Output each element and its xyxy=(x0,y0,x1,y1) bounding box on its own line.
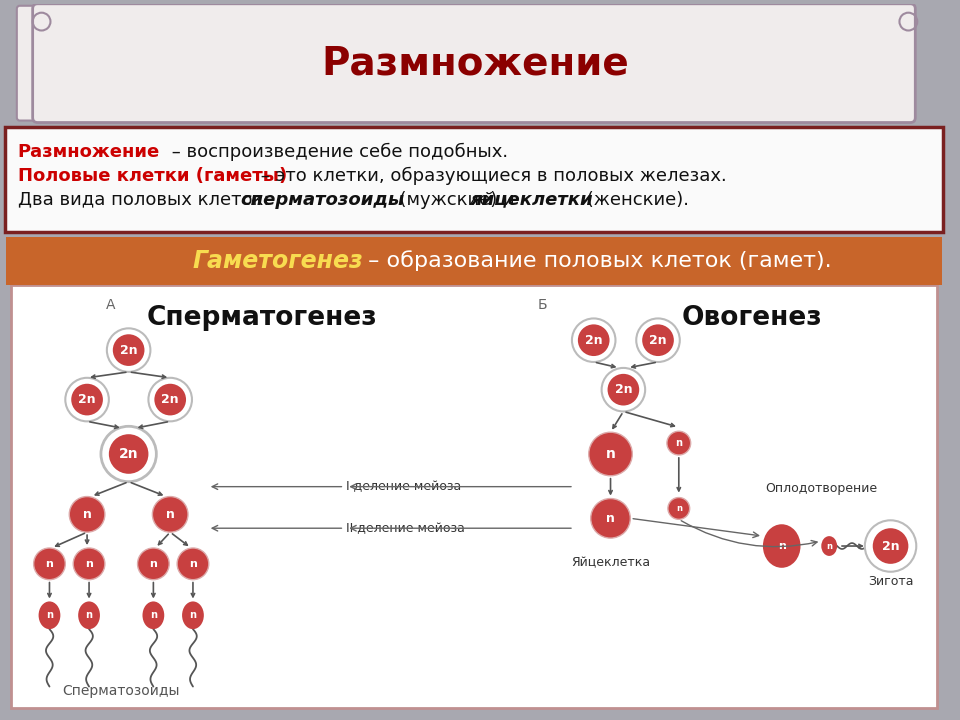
Text: Два вида половых клеток:: Два вида половых клеток: xyxy=(18,191,276,209)
Text: II деление мейоза: II деление мейоза xyxy=(347,522,466,535)
Text: – это клетки, образующиеся в половых железах.: – это клетки, образующиеся в половых жел… xyxy=(255,167,727,185)
Text: n: n xyxy=(83,508,91,521)
Text: n: n xyxy=(150,559,157,569)
Circle shape xyxy=(155,384,186,415)
Text: n: n xyxy=(46,611,53,621)
Text: n: n xyxy=(778,541,785,551)
Text: n: n xyxy=(675,438,683,448)
Circle shape xyxy=(34,548,65,580)
Circle shape xyxy=(667,431,690,455)
Text: 2n: 2n xyxy=(585,333,603,347)
Text: яйцеклетки: яйцеклетки xyxy=(470,191,592,209)
Circle shape xyxy=(873,528,908,564)
Text: Сперматозоиды: Сперматозоиды xyxy=(62,685,180,698)
Text: Оплодотворение: Оплодотворение xyxy=(765,482,877,495)
FancyBboxPatch shape xyxy=(33,4,915,122)
Text: 2n: 2n xyxy=(614,383,633,396)
Text: – воспроизведение себе подобных.: – воспроизведение себе подобных. xyxy=(166,143,509,161)
FancyBboxPatch shape xyxy=(17,6,46,120)
Circle shape xyxy=(578,325,610,356)
Text: Б: Б xyxy=(538,297,547,312)
Circle shape xyxy=(101,426,156,482)
Text: n: n xyxy=(85,611,92,621)
Ellipse shape xyxy=(182,601,204,629)
Circle shape xyxy=(602,368,645,411)
Text: 2n: 2n xyxy=(120,343,137,356)
Text: Размножение: Размножение xyxy=(18,143,160,161)
Circle shape xyxy=(178,548,208,580)
Circle shape xyxy=(153,497,188,532)
Circle shape xyxy=(149,378,192,421)
Ellipse shape xyxy=(78,601,100,629)
FancyBboxPatch shape xyxy=(11,285,937,708)
Circle shape xyxy=(588,432,633,476)
Circle shape xyxy=(137,548,169,580)
Circle shape xyxy=(65,378,108,421)
Text: Овогенез: Овогенез xyxy=(682,305,823,331)
Text: n: n xyxy=(85,559,93,569)
Circle shape xyxy=(113,334,144,366)
Circle shape xyxy=(668,498,689,519)
Ellipse shape xyxy=(763,524,801,568)
Ellipse shape xyxy=(822,536,837,556)
Text: n: n xyxy=(189,611,197,621)
Text: сперматозоиды: сперматозоиды xyxy=(240,191,404,209)
Text: n: n xyxy=(606,512,615,525)
Text: Яйцеклетка: Яйцеклетка xyxy=(571,557,650,570)
Text: А: А xyxy=(106,297,115,312)
Text: 2n: 2n xyxy=(161,393,179,406)
Ellipse shape xyxy=(142,601,164,629)
Text: – образование половых клеток (гамет).: – образование половых клеток (гамет). xyxy=(361,251,831,271)
Text: 2n: 2n xyxy=(649,333,667,347)
Circle shape xyxy=(73,548,105,580)
Circle shape xyxy=(590,498,631,538)
Text: Половые клетки (гаметы): Половые клетки (гаметы) xyxy=(18,167,287,185)
Circle shape xyxy=(108,434,149,474)
Circle shape xyxy=(636,318,680,362)
Ellipse shape xyxy=(38,601,60,629)
Text: n: n xyxy=(166,508,175,521)
Text: n: n xyxy=(606,447,615,461)
Text: 2n: 2n xyxy=(119,447,138,461)
Text: Гаметогенез: Гаметогенез xyxy=(193,249,364,273)
Text: 2n: 2n xyxy=(79,393,96,406)
Text: n: n xyxy=(827,541,832,551)
Text: n: n xyxy=(189,559,197,569)
Text: (женские).: (женские). xyxy=(581,191,689,209)
Text: Сперматогенез: Сперматогенез xyxy=(147,305,377,331)
FancyBboxPatch shape xyxy=(5,127,943,233)
Circle shape xyxy=(69,497,105,532)
Text: n: n xyxy=(676,504,682,513)
Text: (мужские) и: (мужские) и xyxy=(388,191,520,209)
Circle shape xyxy=(642,325,674,356)
Text: n: n xyxy=(150,611,156,621)
Circle shape xyxy=(865,521,916,572)
Text: Размножение: Размножение xyxy=(321,44,629,82)
Circle shape xyxy=(572,318,615,362)
Text: 2n: 2n xyxy=(881,539,900,552)
Text: I деление мейоза: I деление мейоза xyxy=(347,480,462,493)
Circle shape xyxy=(608,374,639,405)
Text: Зигота: Зигота xyxy=(868,575,913,588)
FancyBboxPatch shape xyxy=(6,238,942,285)
Circle shape xyxy=(71,384,103,415)
Text: n: n xyxy=(45,559,54,569)
Circle shape xyxy=(107,328,151,372)
